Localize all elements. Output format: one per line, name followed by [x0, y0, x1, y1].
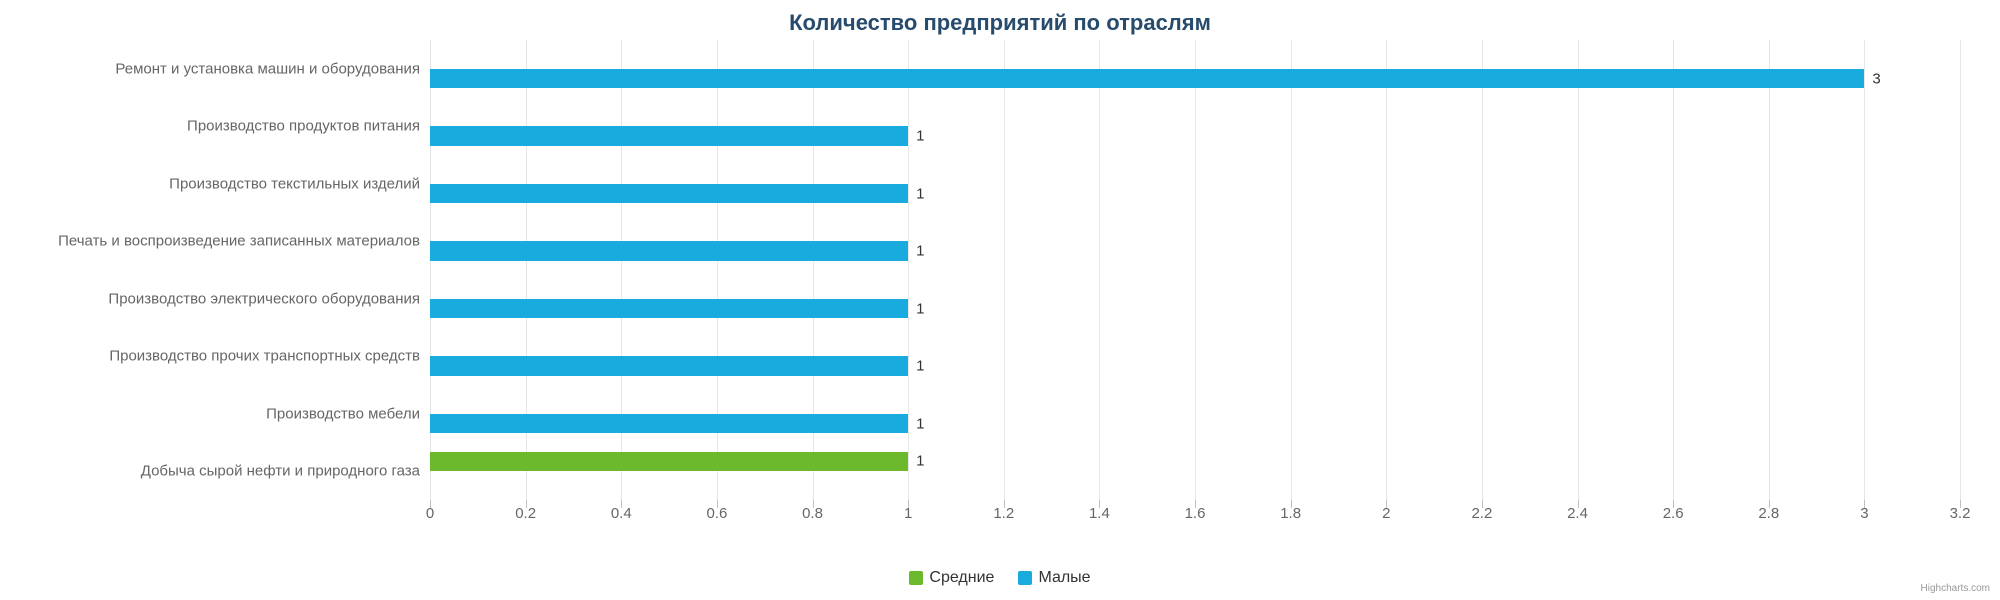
y-category-label: Производство продуктов питания — [0, 118, 420, 135]
x-tick-label: 2.4 — [1567, 505, 1588, 522]
legend: Средние Малые — [0, 569, 2000, 590]
x-tick-label: 0.2 — [515, 505, 536, 522]
bar[interactable] — [430, 126, 908, 146]
chart-title: Количество предприятий по отраслям — [0, 10, 2000, 36]
legend-label: Средние — [929, 569, 994, 587]
x-tick-label: 3 — [1860, 505, 1868, 522]
x-tick-label: 1.2 — [993, 505, 1014, 522]
x-tick-label: 3.2 — [1950, 505, 1971, 522]
bar-value-label: 1 — [916, 243, 924, 260]
x-tick-label: 2.8 — [1758, 505, 1779, 522]
grid-line — [1960, 40, 1961, 500]
x-tick-label: 0 — [426, 505, 434, 522]
y-category-label: Производство прочих транспортных средств — [0, 348, 420, 365]
x-tick-label: 1.8 — [1280, 505, 1301, 522]
bar[interactable] — [430, 356, 908, 376]
y-category-label: Печать и воспроизведение записанных мате… — [0, 233, 420, 250]
y-category-label: Производство текстильных изделий — [0, 175, 420, 192]
bar[interactable] — [430, 299, 908, 319]
x-tick-label: 0.8 — [802, 505, 823, 522]
bar[interactable] — [430, 452, 908, 472]
plot-area: 3 1 1 1 1 1 1 1 — [430, 40, 1960, 500]
legend-label: Малые — [1038, 569, 1090, 587]
chart-title-text: Количество предприятий по отраслям — [789, 10, 1211, 35]
legend-swatch — [1018, 571, 1032, 585]
legend-item[interactable]: Средние — [909, 569, 994, 587]
y-category-labels: Ремонт и установка машин и оборудования П… — [0, 40, 420, 500]
bar-value-label: 1 — [916, 415, 924, 432]
bar-value-label: 1 — [916, 358, 924, 375]
legend-item[interactable]: Малые — [1018, 569, 1090, 587]
bar-value-label: 1 — [916, 300, 924, 317]
x-tick-label: 1.6 — [1185, 505, 1206, 522]
legend-swatch — [909, 571, 923, 585]
y-category-label: Производство мебели — [0, 405, 420, 422]
bar-value-label: 1 — [916, 453, 924, 470]
bar[interactable] — [430, 184, 908, 204]
x-tick-label: 2 — [1382, 505, 1390, 522]
x-tick-label: 0.6 — [706, 505, 727, 522]
y-category-label: Производство электрического оборудования — [0, 290, 420, 307]
bar-value-label: 3 — [1872, 70, 1880, 87]
x-tick-label: 1.4 — [1089, 505, 1110, 522]
x-tick-label: 1 — [904, 505, 912, 522]
y-category-label: Ремонт и установка машин и оборудования — [0, 60, 420, 77]
bar[interactable] — [430, 69, 1864, 89]
x-tick-labels: 00.20.40.60.811.21.41.61.822.22.42.62.83… — [430, 505, 1960, 525]
x-tick-label: 2.2 — [1471, 505, 1492, 522]
x-tick-label: 2.6 — [1663, 505, 1684, 522]
chart-container: Количество предприятий по отраслям 3 1 1 1 1… — [0, 0, 2000, 600]
bars-layer: 3 1 1 1 1 1 1 1 — [430, 40, 1960, 500]
bar-value-label: 1 — [916, 185, 924, 202]
y-category-label: Добыча сырой нефти и природного газа — [0, 463, 420, 480]
credits-link[interactable]: Highcharts.com — [1921, 583, 1990, 594]
bar[interactable] — [430, 241, 908, 261]
x-tick-label: 0.4 — [611, 505, 632, 522]
bar[interactable] — [430, 414, 908, 434]
bar-value-label: 1 — [916, 128, 924, 145]
